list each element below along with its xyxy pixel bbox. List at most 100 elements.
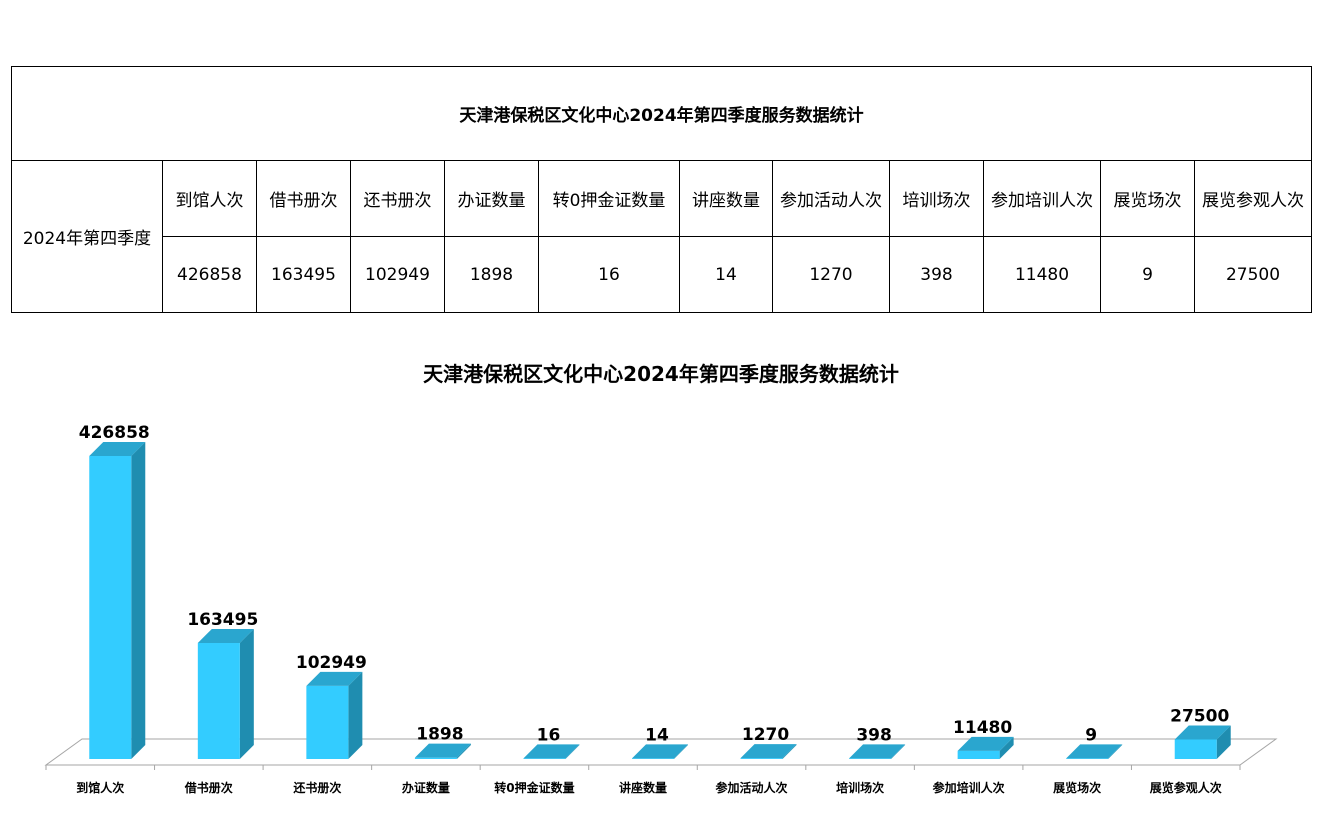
bar-front <box>957 750 1000 759</box>
data-label: 27500 <box>1170 706 1229 726</box>
bar-top <box>632 744 688 759</box>
x-tick-label: 讲座数量 <box>619 780 667 795</box>
header-row: 2024年第四季度 到馆人次 借书册次 还书册次 办证数量 转0押金证数量 讲座数量 参加活… <box>11 160 1312 313</box>
bar-front <box>849 758 892 759</box>
table-cell: 11480 <box>983 236 1101 313</box>
bar-chart: 天津港保税区文化中心2024年第四季度服务数据统计 426858 163495 10… <box>44 362 1278 795</box>
bar <box>849 744 906 759</box>
bar-top <box>849 744 906 759</box>
bar-side <box>674 744 688 759</box>
bar-side <box>1216 725 1231 759</box>
table-cell: 163495 <box>256 236 351 313</box>
table-cell: 14 <box>679 236 773 313</box>
x-tick-label: 转0押金证数量 <box>494 780 574 795</box>
x-tick-label: 借书册次 <box>184 780 233 795</box>
data-label: 9 <box>1085 725 1097 745</box>
column-header: 参加培训人次 <box>983 160 1101 237</box>
bar <box>1066 744 1123 759</box>
bar-series <box>89 442 1231 759</box>
table-cell: 398 <box>889 236 984 313</box>
column-header: 培训场次 <box>889 160 984 237</box>
column-header: 到馆人次 <box>162 160 257 237</box>
bar-side <box>348 671 363 759</box>
bar <box>306 671 363 759</box>
bar-top <box>306 671 363 686</box>
column-header: 参加活动人次 <box>772 160 890 237</box>
floor-plane <box>44 738 1278 766</box>
data-labels: 426858 163495 102949 1898 16 14 1270 398 11480 9 2… <box>79 423 1230 745</box>
bar-front <box>414 757 457 759</box>
bar-side <box>891 744 906 759</box>
chart-floor <box>44 738 1278 770</box>
stats-table: 天津港保税区文化中心2024年第四季度服务数据统计 2024年第四季度 到馆人次… <box>11 66 1312 313</box>
column-header: 展览场次 <box>1100 160 1195 237</box>
x-tick-label: 展览参观人次 <box>1150 780 1222 795</box>
bar-front <box>523 758 566 759</box>
table-cell: 27500 <box>1194 236 1312 313</box>
bar-side <box>239 628 254 759</box>
bar-side <box>565 744 580 759</box>
bar-front <box>632 758 674 759</box>
bar <box>89 442 146 759</box>
data-label: 16 <box>537 725 561 745</box>
column-header: 讲座数量 <box>679 160 773 237</box>
x-tick-label: 展览场次 <box>1053 780 1101 795</box>
data-label: 163495 <box>187 610 258 630</box>
bar-side <box>1108 744 1123 759</box>
column-header: 展览参观人次 <box>1194 160 1312 237</box>
x-tick-label: 培训场次 <box>836 780 884 795</box>
bar-top <box>89 442 146 456</box>
data-label: 1898 <box>416 725 463 745</box>
table-cell: 1270 <box>772 236 890 313</box>
bar-top <box>740 744 797 759</box>
data-label: 14 <box>645 725 669 745</box>
data-label: 11480 <box>953 718 1012 738</box>
table-cell: 1898 <box>444 236 539 313</box>
bar-front <box>89 456 132 759</box>
bar <box>197 628 254 759</box>
x-tick-label: 参加培训人次 <box>933 780 1005 795</box>
value-row: 426858 163495 102949 1898 16 14 1270 398 11480 9 2… <box>12 236 1312 313</box>
bar-front <box>197 642 240 759</box>
x-tick-label: 还书册次 <box>292 780 341 795</box>
table-cell: 102949 <box>350 236 445 313</box>
bar-front <box>1066 758 1109 759</box>
bar-front <box>1174 739 1217 759</box>
column-header: 还书册次 <box>350 160 445 237</box>
bar <box>740 744 797 759</box>
x-tick-label: 参加活动人次 <box>716 780 788 795</box>
period-label: 2024年第四季度 <box>11 160 163 313</box>
bar-front <box>306 685 349 759</box>
data-label: 102949 <box>296 653 367 673</box>
bar <box>414 743 471 759</box>
x-tick-label: 办证数量 <box>402 780 450 795</box>
bar <box>523 744 580 759</box>
bar-top <box>523 744 580 759</box>
bar-side <box>999 736 1014 759</box>
chart-title: 天津港保税区文化中心2024年第四季度服务数据统计 <box>423 362 899 386</box>
column-header: 办证数量 <box>444 160 539 237</box>
bar-top <box>1066 744 1123 759</box>
bar <box>957 736 1014 759</box>
bar-top <box>414 743 471 758</box>
table-cell: 9 <box>1100 236 1195 313</box>
data-label: 398 <box>856 725 892 745</box>
data-label: 426858 <box>79 423 150 443</box>
bar-side <box>131 442 146 759</box>
table-cell: 426858 <box>162 236 257 313</box>
bar <box>632 744 688 759</box>
column-header: 借书册次 <box>256 160 351 237</box>
column-header: 转0押金证数量 <box>538 160 680 237</box>
x-tick-label: 到馆人次 <box>76 780 124 795</box>
data-label: 1270 <box>742 725 789 745</box>
x-axis-labels: 到馆人次 借书册次 还书册次 办证数量 转0押金证数量 讲座数量 参加活动人次 培训场次 参加培… <box>76 780 1221 795</box>
stats-table-container: 天津港保税区文化中心2024年第四季度服务数据统计 2024年第四季度 到馆人次… <box>11 66 1312 313</box>
table-cell: 16 <box>538 236 680 313</box>
bar <box>1174 725 1231 759</box>
table-title: 天津港保税区文化中心2024年第四季度服务数据统计 <box>11 66 1312 161</box>
bar-front <box>740 758 783 759</box>
bar-side <box>456 743 471 759</box>
bar-side <box>782 744 797 759</box>
bar-top <box>197 628 254 643</box>
bar-top <box>957 736 1014 751</box>
